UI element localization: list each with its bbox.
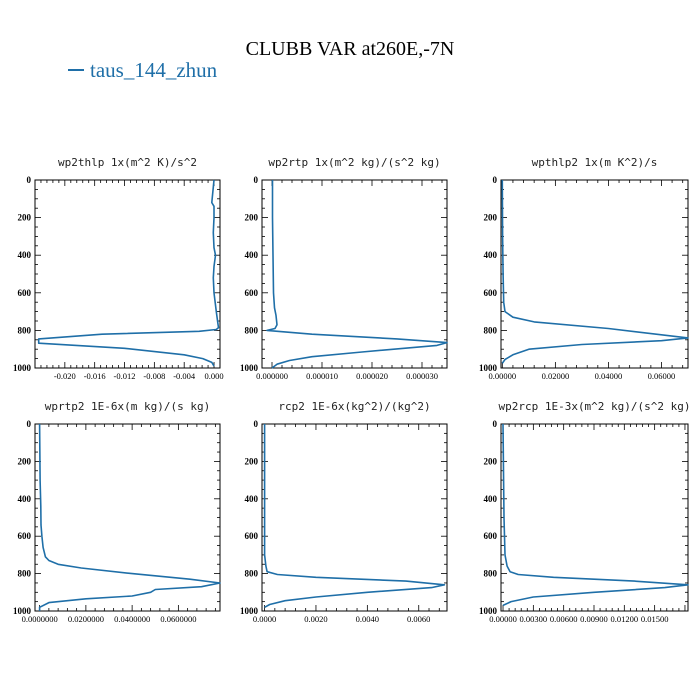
x-tick-label: 0.0000000: [22, 614, 58, 624]
x-tick-label: 0.02000: [542, 371, 570, 381]
series-line: [502, 423, 689, 607]
x-tick-label: 0.06000: [648, 371, 676, 381]
panel-title: wp2thlp 1x(m^2 K)/s^2: [58, 156, 197, 169]
x-tick-label: 0.04000: [595, 371, 623, 381]
y-tick-label: 200: [245, 213, 259, 223]
y-tick-label: 0: [254, 175, 259, 185]
figure-title: CLUBB VAR at260E,-7N: [246, 38, 455, 60]
panels-group: wp2thlp 1x(m^2 K)/s^2 0 200 400 600 800 1000 -0…: [13, 156, 691, 624]
y-tick-label: 200: [484, 456, 498, 466]
series-line: [263, 424, 446, 609]
y-tick-label: 800: [484, 569, 498, 579]
y-tick-label: 600: [245, 288, 259, 298]
plot-frame: [34, 423, 221, 612]
x-tick-label: 0.0020: [304, 614, 327, 624]
x-tick-label: 0.01200: [611, 614, 639, 624]
y-tick-label: 1000: [479, 606, 498, 616]
y-tick-label: 0: [27, 175, 32, 185]
x-tick-label: 0.00000: [489, 371, 517, 381]
x-tick-label: 0.0600000: [160, 614, 196, 624]
x-tick-label: 0.000020: [356, 371, 388, 381]
y-tick-label: 600: [484, 531, 498, 541]
x-tick-label: 0.0400000: [114, 614, 150, 624]
y-tick-label: 400: [18, 494, 32, 504]
x-tick-label: 0.0000: [253, 614, 276, 624]
x-tick-label: -0.008: [143, 371, 165, 381]
x-tick-label: 0.000: [204, 371, 223, 381]
panel-2: wp2rtp 1x(m^2 kg)/(s^2 kg) 0 200 400 600 800 1…: [240, 156, 448, 381]
panel-title: wpthlp2 1x(m K^2)/s: [532, 156, 658, 169]
panel-title: rcp2 1E-6x(kg^2)/(kg^2): [278, 400, 430, 413]
panel-5: rcp2 1E-6x(kg^2)/(kg^2) 0 200 400 600 800 1000…: [240, 400, 448, 624]
panel-1: wp2thlp 1x(m^2 K)/s^2 0 200 400 600 800 1000 -0…: [13, 156, 224, 381]
series-line: [38, 423, 221, 611]
y-tick-label: 600: [484, 288, 498, 298]
series-line: [501, 179, 689, 364]
plot-frame: [34, 179, 221, 369]
y-tick-label: 200: [18, 213, 32, 223]
x-tick-label: 0.000000: [256, 371, 288, 381]
y-tick-label: 400: [484, 494, 498, 504]
panel-6: wp2rcp 1E-3x(m^2 kg)/(s^2 kg)0 200 400 600 8…: [479, 400, 691, 624]
y-tick-label: 600: [18, 531, 32, 541]
y-tick-label: 800: [18, 569, 32, 579]
x-tick-label: 0.00600: [550, 614, 578, 624]
y-tick-label: 0: [27, 419, 32, 429]
y-tick-label: 400: [245, 494, 259, 504]
x-tick-label: 0.00000: [489, 614, 517, 624]
x-tick-label: 0.000030: [406, 371, 438, 381]
y-tick-label: 600: [18, 288, 32, 298]
y-tick-label: 800: [484, 325, 498, 335]
y-tick-label: 800: [245, 325, 259, 335]
plot-frame: [500, 179, 689, 369]
y-tick-label: 400: [18, 250, 32, 260]
panel-title: wp2rcp 1E-3x(m^2 kg)/(s^2 kg): [498, 400, 690, 413]
series-line: [266, 180, 448, 369]
series-line: [37, 179, 220, 367]
y-tick-label: 400: [484, 250, 498, 260]
y-tick-label: 400: [245, 250, 259, 260]
panel-3: wpthlp2 1x(m K^2)/s 0 200 400 600 800 10000.00…: [479, 156, 689, 381]
panel-4: wprtp2 1E-6x(m kg)/(s kg) 0 200 400 600 800 10…: [13, 400, 221, 624]
y-tick-label: 1000: [240, 363, 259, 373]
y-tick-label: 200: [245, 456, 259, 466]
panel-title: wprtp2 1E-6x(m kg)/(s kg): [45, 400, 211, 413]
x-tick-label: -0.012: [114, 371, 136, 381]
x-tick-label: -0.016: [84, 371, 106, 381]
y-tick-label: 200: [484, 213, 498, 223]
y-tick-label: 800: [245, 569, 259, 579]
y-tick-label: 0: [254, 419, 259, 429]
y-tick-label: 0: [493, 175, 498, 185]
x-tick-label: 0.000010: [306, 371, 338, 381]
x-tick-label: 0.0200000: [68, 614, 104, 624]
y-tick-label: 1000: [479, 363, 498, 373]
x-tick-label: 0.0040: [356, 614, 379, 624]
x-tick-label: 0.01500: [641, 614, 669, 624]
y-tick-label: 800: [18, 325, 32, 335]
x-tick-label: -0.004: [173, 371, 196, 381]
legend-label: taus_144_zhun: [90, 58, 218, 82]
y-tick-label: 200: [18, 456, 32, 466]
panel-title: wp2rtp 1x(m^2 kg)/(s^2 kg): [268, 156, 440, 169]
x-tick-label: 0.0060: [407, 614, 430, 624]
x-tick-label: 0.00900: [580, 614, 608, 624]
y-tick-label: 0: [493, 419, 498, 429]
x-tick-label: 0.00300: [520, 614, 548, 624]
y-tick-label: 1000: [240, 606, 259, 616]
y-tick-label: 1000: [13, 363, 32, 373]
y-tick-label: 600: [245, 531, 259, 541]
x-tick-label: -0.020: [54, 371, 76, 381]
y-tick-label: 1000: [13, 606, 32, 616]
